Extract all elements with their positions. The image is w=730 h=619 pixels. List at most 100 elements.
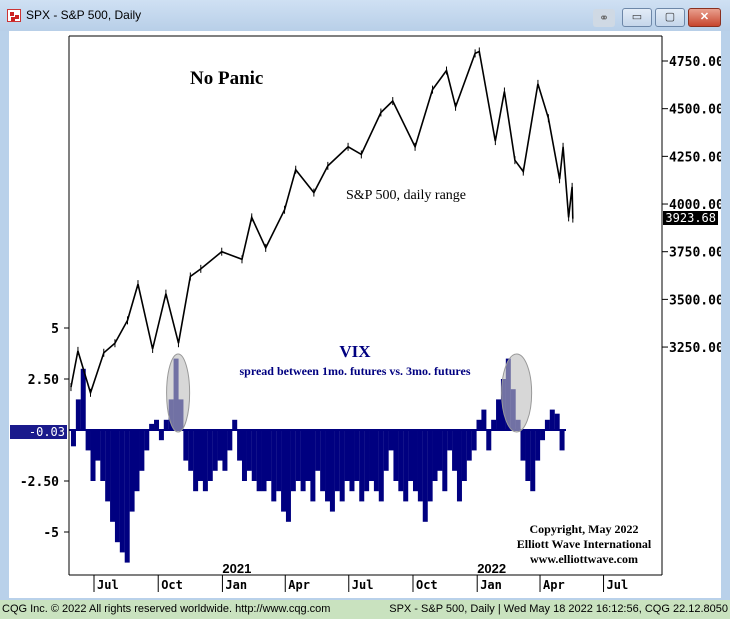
link-icon[interactable]: ⚭ — [593, 9, 615, 27]
vix-bar — [90, 430, 96, 481]
copyright-line-3: www.elliottwave.com — [530, 552, 638, 566]
vix-bar — [378, 430, 384, 502]
vix-bar — [129, 430, 135, 512]
title-bar: SPX - S&P 500, Daily ⚭ ▭ ▢ ✕ — [0, 0, 730, 31]
vix-bar — [476, 419, 482, 430]
vix-bar — [466, 430, 472, 461]
copyright-line-2: Elliott Wave International — [517, 537, 652, 551]
vix-bar — [110, 430, 116, 522]
vix-bar — [188, 430, 194, 471]
vix-bar — [305, 430, 311, 481]
vix-bar — [246, 430, 252, 471]
vix-histogram — [69, 358, 566, 563]
vix-bar — [276, 430, 282, 492]
status-bar: CQG Inc. © 2022 All rights reserved worl… — [0, 600, 730, 619]
vix-bar — [481, 409, 487, 430]
vix-bar — [154, 419, 160, 430]
vix-bar — [364, 430, 370, 492]
vix-bar — [261, 430, 267, 492]
year-label: 2021 — [222, 561, 251, 576]
vix-bar — [158, 430, 164, 441]
price-annotation: S&P 500, daily range — [346, 188, 466, 203]
price-last-value-box — [663, 211, 718, 225]
vix-bar — [417, 430, 423, 502]
price-last-value: 3923.68 — [665, 211, 716, 225]
vix-bar — [544, 419, 550, 430]
right-axis-label: 3500.00 — [669, 293, 721, 308]
vix-bar — [369, 430, 375, 481]
vix-last-value: -0.03 — [29, 425, 65, 439]
vix-bar — [212, 430, 218, 471]
vix-bar — [285, 430, 291, 522]
copyright-line-1: Copyright, May 2022 — [530, 522, 639, 536]
close-button[interactable]: ✕ — [688, 8, 721, 27]
vix-bar — [320, 430, 326, 492]
vix-bar — [422, 430, 428, 522]
vix-bar — [241, 430, 247, 481]
vix-bar — [183, 430, 189, 461]
vix-bar — [339, 430, 345, 502]
vix-bar — [525, 430, 531, 481]
status-info: SPX - S&P 500, Daily | Wed May 18 2022 1… — [389, 603, 728, 615]
vix-bar — [456, 430, 462, 502]
x-axis-label: Oct — [416, 578, 438, 592]
vix-title: VIX — [339, 342, 371, 361]
vix-bar — [461, 430, 467, 481]
vix-bar — [530, 430, 536, 492]
vix-bar — [496, 399, 502, 430]
right-axis-label: 4250.00 — [669, 150, 721, 165]
right-axis-label: 3250.00 — [669, 341, 721, 356]
vix-bar — [310, 430, 316, 502]
vix-bar — [535, 430, 541, 461]
vix-bar — [237, 430, 243, 461]
vix-bar — [398, 430, 404, 492]
vix-bar — [344, 430, 350, 481]
vix-bar — [554, 413, 560, 430]
vix-bar — [520, 430, 526, 461]
vix-bar — [70, 430, 76, 447]
highlight-ellipses — [166, 353, 533, 433]
maximize-button[interactable]: ▢ — [655, 8, 685, 27]
highlight-ellipse — [166, 353, 191, 433]
vix-bar — [163, 419, 169, 430]
vix-bar — [266, 430, 272, 481]
x-axis-label: Oct — [161, 578, 183, 592]
chart-area[interactable]: 4750.00 4500.00 4250.00 4000.00 3750.00 3500.… — [9, 31, 721, 598]
year-label: 2022 — [477, 561, 506, 576]
left-axis-label: 2.50 — [28, 373, 59, 388]
vix-bar — [232, 419, 238, 430]
vix-bar — [373, 430, 379, 492]
vix-bar — [315, 430, 321, 471]
vix-bar — [114, 430, 120, 543]
price-series — [70, 47, 574, 397]
x-axis-label: Jul — [352, 578, 374, 592]
window-title: SPX - S&P 500, Daily — [26, 8, 142, 22]
vix-bar — [442, 430, 448, 492]
vix-bar — [217, 430, 223, 461]
vix-bar — [388, 430, 394, 451]
vix-bar — [452, 430, 458, 471]
vix-bar — [144, 430, 150, 451]
vix-bar — [290, 430, 296, 492]
chart-title: No Panic — [190, 68, 263, 89]
vix-bar — [134, 430, 140, 492]
vix-bar — [202, 430, 208, 492]
vix-bar — [193, 430, 199, 492]
vix-bar — [559, 430, 565, 451]
vix-bar — [85, 430, 91, 451]
vix-bar — [329, 430, 335, 512]
vix-bar — [139, 430, 145, 471]
left-axis-label: -2.50 — [20, 475, 59, 490]
x-axis-label: Jul — [607, 578, 629, 592]
vix-bar — [105, 430, 111, 502]
vix-bar — [100, 430, 106, 481]
minimize-button[interactable]: ▭ — [622, 8, 652, 27]
right-axis-label: 3750.00 — [669, 246, 721, 261]
x-axis-label: Apr — [543, 578, 565, 592]
x-axis-label: Apr — [288, 578, 310, 592]
vix-bar — [491, 419, 497, 430]
vix-bar — [334, 430, 340, 492]
vix-bar — [149, 423, 155, 430]
vix-bar — [471, 430, 477, 451]
vix-bar — [251, 430, 257, 481]
